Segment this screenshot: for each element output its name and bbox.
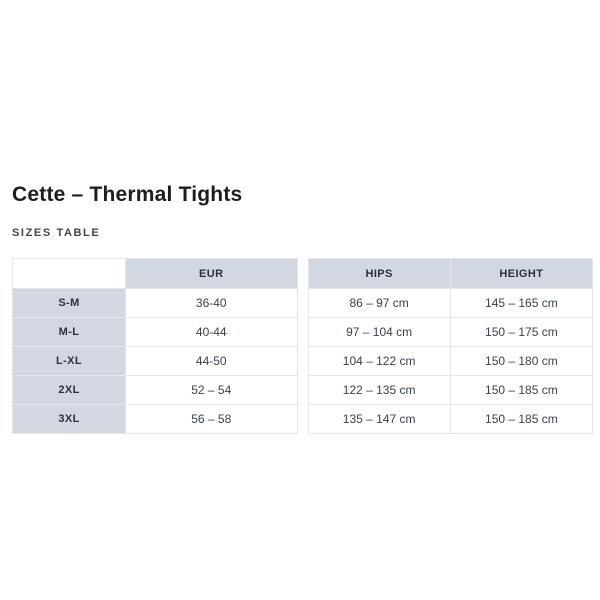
eur-value: 52 – 54: [125, 375, 298, 405]
eur-value: 36-40: [125, 288, 298, 318]
size-eur-table: EUR S-M 36-40 M-L 40-44 L-XL 44-50 2XL: [12, 258, 298, 434]
sizes-tables-container: EUR S-M 36-40 M-L 40-44 L-XL 44-50 2XL: [12, 258, 594, 434]
eur-value: 40-44: [125, 317, 298, 347]
size-label: L-XL: [12, 346, 126, 376]
table-row: 97 – 104 cm 150 – 175 cm: [307, 317, 594, 347]
size-label: 2XL: [12, 375, 126, 405]
size-label: 3XL: [12, 404, 126, 434]
height-value: 150 – 180 cm: [449, 346, 594, 376]
header-row: HIPS HEIGHT: [307, 258, 594, 289]
page-title: Cette – Thermal Tights: [12, 183, 243, 206]
height-value: 145 – 165 cm: [449, 288, 594, 318]
eur-value: 56 – 58: [125, 404, 298, 434]
table-row: 135 – 147 cm 150 – 185 cm: [307, 404, 594, 434]
height-value: 150 – 185 cm: [449, 404, 594, 434]
size-label: S-M: [12, 288, 126, 318]
table-row: M-L 40-44: [12, 317, 298, 347]
table-row: 2XL 52 – 54: [12, 375, 298, 405]
hips-value: 122 – 135 cm: [307, 375, 451, 405]
table-row: 3XL 56 – 58: [12, 404, 298, 434]
height-value: 150 – 185 cm: [449, 375, 594, 405]
hips-value: 104 – 122 cm: [307, 346, 451, 376]
size-label: M-L: [12, 317, 126, 347]
table-row: L-XL 44-50: [12, 346, 298, 376]
table-row: S-M 36-40: [12, 288, 298, 318]
height-column-header: HEIGHT: [449, 258, 594, 289]
table-row: 122 – 135 cm 150 – 185 cm: [307, 375, 594, 405]
table-row: 104 – 122 cm 150 – 180 cm: [307, 346, 594, 376]
eur-column-header: EUR: [125, 258, 298, 289]
header-row: EUR: [12, 258, 298, 289]
hips-column-header: HIPS: [307, 258, 451, 289]
sizes-table-label: SIZES TABLE: [12, 227, 101, 239]
corner-cell: [12, 258, 126, 289]
hips-height-table: HIPS HEIGHT 86 – 97 cm 145 – 165 cm 97 –…: [307, 258, 594, 434]
hips-value: 86 – 97 cm: [307, 288, 451, 318]
hips-value: 135 – 147 cm: [307, 404, 451, 434]
hips-value: 97 – 104 cm: [307, 317, 451, 347]
height-value: 150 – 175 cm: [449, 317, 594, 347]
table-row: 86 – 97 cm 145 – 165 cm: [307, 288, 594, 318]
eur-value: 44-50: [125, 346, 298, 376]
